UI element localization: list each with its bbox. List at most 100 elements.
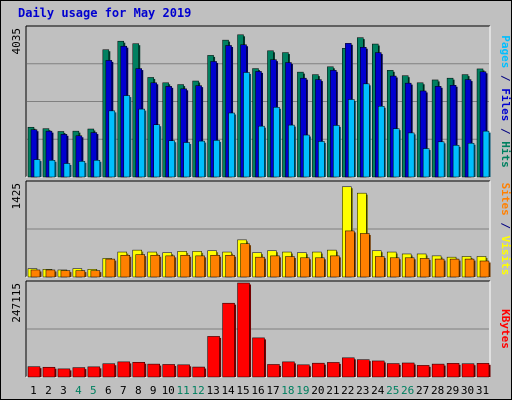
pages-bar xyxy=(392,128,400,178)
x-tick-label: 5 xyxy=(90,384,97,397)
pages-bar xyxy=(333,125,340,178)
x-tick-label: 19 xyxy=(296,384,309,397)
kbytes-bar xyxy=(267,364,280,378)
x-tick-label: 9 xyxy=(150,384,157,397)
kbytes-bar xyxy=(446,363,460,378)
sites-bar xyxy=(375,256,385,278)
pages-bar xyxy=(422,148,430,178)
sites-bar xyxy=(404,257,415,278)
x-tick-label: 16 xyxy=(251,384,264,397)
pages-bar xyxy=(482,130,490,178)
pages-bar xyxy=(78,161,86,178)
kbytes-bar xyxy=(87,366,101,378)
side-legend-entry: / xyxy=(499,121,512,141)
kbytes-bar xyxy=(312,362,325,378)
kbytes-ymax-label: 247115 xyxy=(10,283,23,323)
sites-bar xyxy=(449,258,460,278)
sites-bar xyxy=(434,258,445,278)
pages-bar xyxy=(63,163,71,178)
x-tick-label: 17 xyxy=(266,384,279,397)
x-tick-label: 25 xyxy=(386,384,399,397)
kbytes-bar xyxy=(386,363,400,378)
kbytes-bar xyxy=(237,282,250,378)
sites-bar xyxy=(300,257,310,278)
x-tick-label: 10 xyxy=(162,384,175,397)
pages-bar xyxy=(93,160,101,178)
sites-bar xyxy=(150,254,160,278)
pages-bar xyxy=(363,83,370,178)
x-tick-label: 30 xyxy=(461,384,474,397)
sites-bar xyxy=(240,243,250,278)
x-tick-label: 1 xyxy=(30,384,37,397)
sites-bar xyxy=(479,260,490,278)
sites-bar xyxy=(45,269,56,278)
kbytes-bar xyxy=(327,362,340,378)
x-tick-label: 7 xyxy=(120,384,127,397)
x-tick-label: 13 xyxy=(206,384,219,397)
sites-bar xyxy=(315,257,325,278)
sites-bar xyxy=(30,269,41,278)
x-tick-label: 29 xyxy=(446,384,459,397)
pages-bar xyxy=(33,159,41,178)
kbytes-bar xyxy=(192,366,205,378)
pages-bar xyxy=(48,160,56,178)
sites-bar xyxy=(195,255,205,278)
side-legend-entry: Hits xyxy=(499,141,512,168)
kbytes-bar xyxy=(162,364,175,378)
x-tick-label: 24 xyxy=(371,384,385,397)
kbytes-bar xyxy=(476,363,490,378)
hits-ymax-label: 4035 xyxy=(10,28,23,55)
sites-bar xyxy=(90,270,101,278)
kbytes-bar xyxy=(222,302,235,378)
sites-bar xyxy=(345,230,355,278)
x-tick-label: 28 xyxy=(431,384,444,397)
pages-bar xyxy=(452,145,460,178)
kbytes-bar xyxy=(357,359,370,378)
x-tick-label: 20 xyxy=(311,384,324,397)
sites-side-legend: Sites / Visits xyxy=(499,183,512,276)
pages-bar xyxy=(288,124,295,178)
pages-bar xyxy=(467,142,475,178)
kbytes-bar xyxy=(207,336,220,378)
x-tick-label: 22 xyxy=(341,384,354,397)
pages-bar xyxy=(243,72,250,178)
sites-bar xyxy=(389,257,400,278)
hits-side-legend: Pages / Files / Hits xyxy=(499,35,512,168)
sites-bar xyxy=(210,254,220,278)
pages-bar xyxy=(437,141,445,178)
pages-bar xyxy=(407,132,415,178)
pages-bar xyxy=(348,99,355,178)
pages-bar xyxy=(108,110,116,178)
sites-bar xyxy=(165,255,175,278)
sites-bar xyxy=(330,255,340,278)
x-tick-label: 14 xyxy=(221,384,235,397)
side-legend-entry: Sites xyxy=(499,183,512,216)
kbytes-bar xyxy=(102,363,116,378)
kbytes-bar xyxy=(117,361,131,378)
kbytes-bar xyxy=(372,360,385,378)
sites-bar xyxy=(464,258,475,278)
side-legend-entry: Pages xyxy=(499,35,512,68)
pages-bar xyxy=(318,141,325,178)
kbytes-bar xyxy=(461,363,475,378)
sites-bar xyxy=(180,254,190,278)
kbytes-bar xyxy=(177,364,190,378)
side-legend-entry: / xyxy=(499,216,512,236)
pages-bar xyxy=(153,124,160,178)
x-tick-label: 18 xyxy=(281,384,294,397)
x-tick-label: 6 xyxy=(105,384,112,397)
x-tick-label: 4 xyxy=(75,384,82,397)
sites-bar xyxy=(360,233,370,278)
kbytes-bar xyxy=(282,361,295,378)
sites-bar xyxy=(105,258,116,278)
kbytes-bar xyxy=(342,357,355,378)
sites-ymax-label: 1425 xyxy=(10,183,23,210)
pages-bar xyxy=(123,95,131,178)
kbytes-bar xyxy=(401,362,415,378)
kbytes-bar xyxy=(297,364,310,378)
x-tick-label: 26 xyxy=(401,384,414,397)
sites-bar xyxy=(270,255,280,278)
x-tick-label: 23 xyxy=(356,384,369,397)
pages-bar xyxy=(273,107,280,178)
side-legend-entry: Visits xyxy=(499,236,512,276)
